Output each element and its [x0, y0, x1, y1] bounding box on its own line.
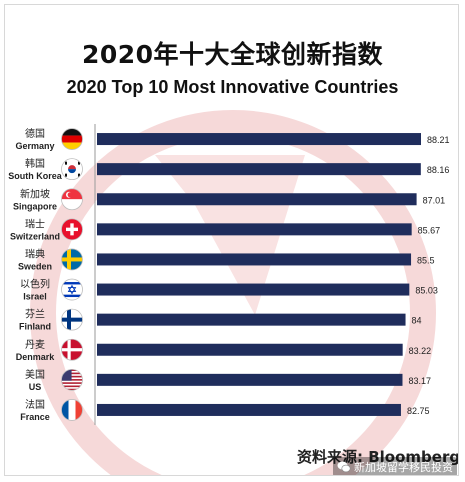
bar-value-label: 83.17 [408, 376, 431, 386]
account-name: 新加坡留学移民投资 [354, 461, 453, 474]
category-label-chinese: 德国 [25, 127, 45, 140]
category-label-chinese: 丹麦 [25, 339, 45, 351]
germany-flag-icon [61, 128, 83, 150]
category-label-english: South Korea [8, 171, 62, 181]
bar-value-label: 87.01 [423, 195, 446, 205]
bar-value-label: 85.67 [418, 225, 441, 235]
bar-singapore [97, 193, 417, 206]
category-label-chinese: 法国 [25, 398, 45, 411]
category-label-english: Switzerland [10, 231, 60, 241]
wechat-icon [337, 461, 351, 473]
bar-value-label: 83.22 [409, 346, 432, 356]
israel-flag-icon [61, 278, 83, 301]
category-label-english: Israel [23, 292, 47, 302]
us-flag-icon [61, 368, 83, 391]
category-label-english: Sweden [18, 261, 52, 271]
chart-title-english: 2020 Top 10 Most Innovative Countries [66, 77, 399, 97]
bar-germany [97, 133, 421, 146]
bar-us [97, 373, 403, 386]
south-korea-flag-icon [61, 158, 83, 181]
denmark-flag-icon [61, 338, 83, 361]
category-label-chinese: 以色列 [20, 278, 50, 291]
singapore-flag-icon [61, 188, 83, 211]
account-badge: 新加坡留学移民投资 [333, 457, 457, 475]
category-label-english: US [29, 382, 42, 392]
bar-israel [97, 283, 410, 296]
bar-finland [97, 313, 406, 326]
switzerland-flag-icon [61, 218, 83, 241]
bar-switzerland [97, 223, 412, 236]
category-label-chinese: 芬兰 [25, 308, 45, 321]
chart-title-chinese: 2020年十大全球创新指数 [81, 40, 384, 69]
chart-frame: 2020年十大全球创新指数 2020 Top 10 Most Innovativ… [4, 4, 459, 476]
finland-flag-icon [61, 308, 83, 331]
category-label-english: Singapore [13, 201, 57, 211]
bar-value-label: 88.21 [427, 135, 450, 145]
france-flag-icon [61, 399, 83, 421]
bar-value-label: 85.03 [415, 286, 438, 296]
category-label-english: France [20, 412, 50, 422]
bar-france [97, 403, 401, 416]
category-label-english: Germany [15, 141, 54, 151]
bar-south-korea [97, 163, 421, 176]
category-label-chinese: 新加坡 [20, 187, 50, 200]
bar-value-label: 88.16 [427, 165, 450, 175]
bar-value-label: 85.5 [417, 255, 435, 265]
category-label-chinese: 瑞士 [25, 217, 45, 230]
category-label-chinese: 瑞典 [25, 247, 45, 260]
bar-value-label: 84 [412, 316, 422, 326]
bar-value-label: 82.75 [407, 406, 430, 416]
bar-sweden [97, 253, 412, 266]
category-label-english: Finland [19, 322, 51, 332]
source-text: 资料来源: Bloomberg [297, 448, 459, 466]
category-label-chinese: 美国 [25, 368, 45, 381]
category-label-chinese: 韩国 [25, 157, 45, 170]
category-label-english: Denmark [16, 352, 56, 362]
sweden-flag-icon [61, 248, 83, 271]
bar-denmark [97, 343, 403, 356]
